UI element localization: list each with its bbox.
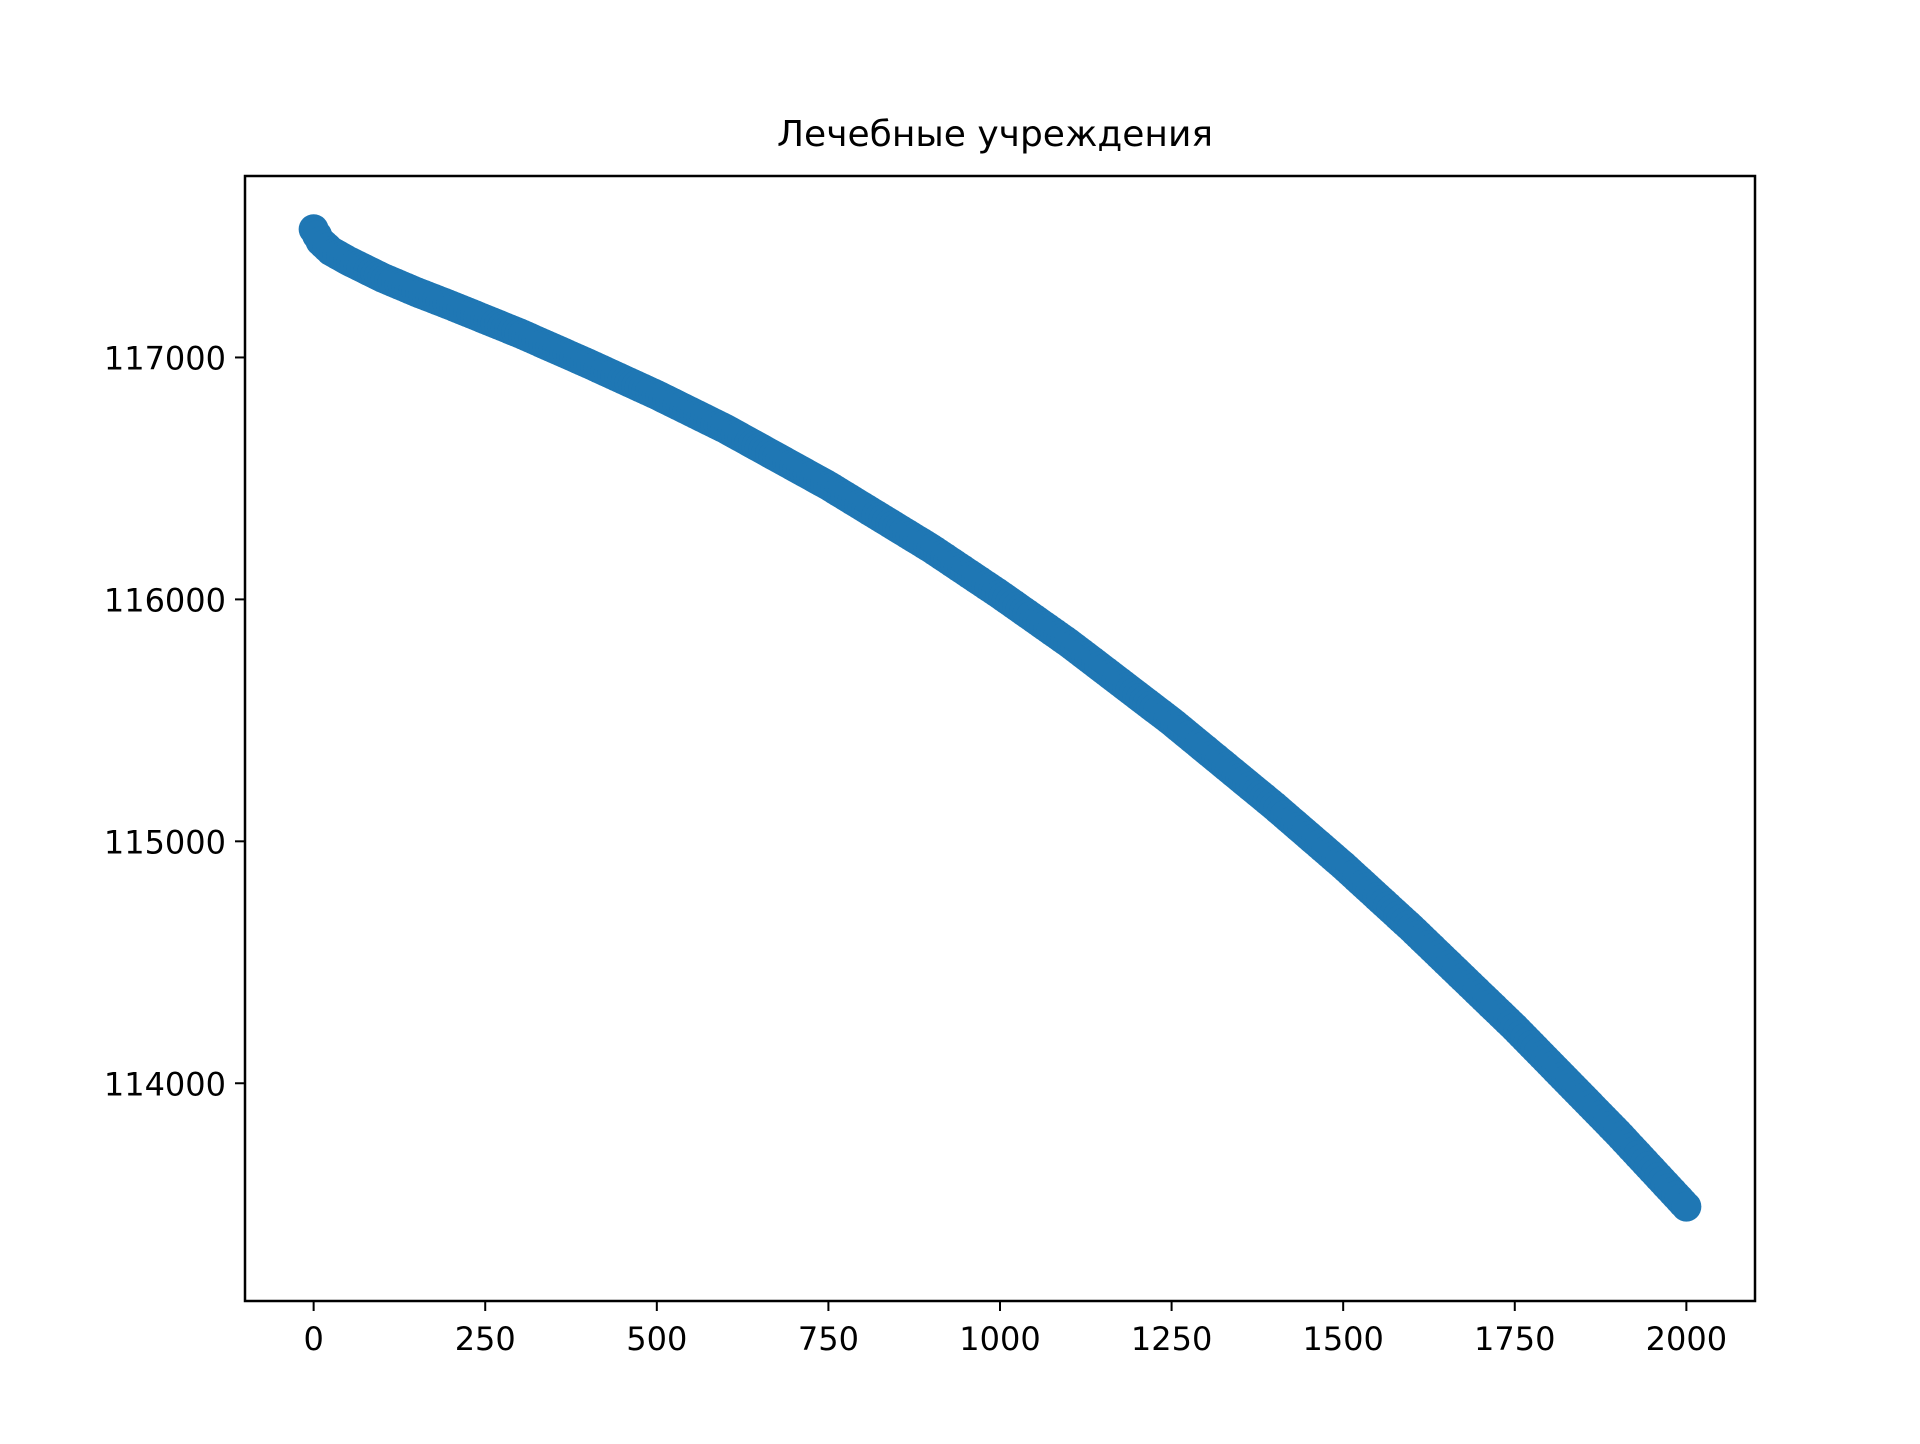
- x-tick-label: 1500: [1302, 1320, 1383, 1358]
- y-tick-label: 116000: [104, 581, 226, 619]
- x-tick-label: 1750: [1474, 1320, 1555, 1358]
- x-axis: 0 250 500 750 1000 1250 1500 1750 2000: [303, 1301, 1727, 1358]
- y-tick-label: 117000: [104, 339, 226, 377]
- chart-title: Лечебные учреждения: [777, 114, 1213, 155]
- x-tick-label: 500: [626, 1320, 687, 1358]
- x-tick-label: 750: [798, 1320, 859, 1358]
- y-axis: 114000 115000 116000 117000: [104, 339, 245, 1103]
- series-layer: [298, 214, 1702, 1222]
- x-tick-label: 0: [303, 1320, 323, 1358]
- y-tick-label: 114000: [104, 1065, 226, 1103]
- y-tick-label: 115000: [104, 823, 226, 861]
- x-tick-label: 250: [455, 1320, 516, 1358]
- x-tick-label: 2000: [1646, 1320, 1727, 1358]
- x-tick-label: 1250: [1131, 1320, 1212, 1358]
- series: [298, 214, 1702, 1222]
- data-point: [1671, 1191, 1702, 1222]
- x-tick-label: 1000: [959, 1320, 1040, 1358]
